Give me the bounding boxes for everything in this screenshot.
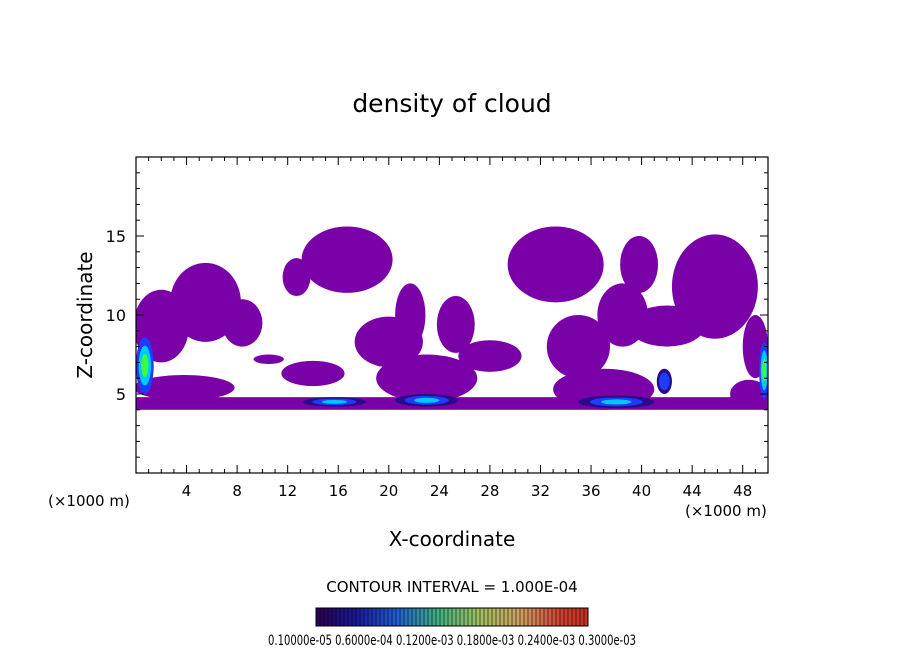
cloud-blob xyxy=(546,315,611,379)
cloud-blob xyxy=(136,375,235,401)
y-axis-label: Z-coordinate xyxy=(73,251,97,378)
x-axis-label: X-coordinate xyxy=(389,527,516,551)
intense-patch xyxy=(659,372,670,391)
intense-patch xyxy=(321,400,348,404)
x-unit-right: (×1000 m) xyxy=(685,502,767,520)
contour-interval-label: CONTOUR INTERVAL = 1.000E-04 xyxy=(326,578,577,596)
cloud-blob xyxy=(253,354,284,364)
y-tick-label: 15 xyxy=(106,227,126,246)
colorbar-stripes xyxy=(315,608,589,626)
x-tick-label: 48 xyxy=(733,482,752,500)
x-tick-label: 8 xyxy=(232,482,242,500)
x-axis-ticks: 4 8 12 16 20 24 28 32 36 40 44 48 xyxy=(148,157,756,500)
y-axis-ticks: 5 10 15 xyxy=(106,172,768,458)
cloud-blob xyxy=(281,360,345,387)
cloud-blob xyxy=(436,296,475,353)
x-tick-label: 28 xyxy=(480,482,499,500)
cloud-blob xyxy=(620,236,659,293)
cloud-blob xyxy=(221,299,263,347)
x-unit-left: (×1000 m) xyxy=(48,492,130,510)
x-tick-label: 12 xyxy=(278,482,297,500)
cloud-field xyxy=(136,226,768,410)
cloud-blob xyxy=(301,226,393,293)
intense-patches xyxy=(136,337,768,409)
x-tick-label: 24 xyxy=(430,482,449,500)
intense-patch xyxy=(762,358,767,382)
x-tick-label: 4 xyxy=(182,482,192,500)
cloud-blob xyxy=(395,283,426,347)
intense-patch xyxy=(414,397,440,403)
colorbar-labels: 0.10000e-05 0.6000e-04 0.1200e-03 0.1800… xyxy=(268,633,636,649)
cloud-blob xyxy=(458,340,522,372)
cloud-blob xyxy=(507,226,604,303)
x-tick-label: 16 xyxy=(329,482,348,500)
intense-patch xyxy=(141,354,149,377)
x-tick-label: 44 xyxy=(683,482,702,500)
chart-title: density of cloud xyxy=(352,89,551,118)
x-tick-label: 40 xyxy=(632,482,651,500)
intense-patch xyxy=(601,399,632,405)
x-tick-label: 36 xyxy=(581,482,600,500)
y-tick-label: 5 xyxy=(116,385,126,404)
x-tick-label: 32 xyxy=(531,482,550,500)
cloud-blob xyxy=(671,234,758,339)
cloud-blob xyxy=(376,354,478,402)
y-tick-label: 10 xyxy=(106,306,126,325)
x-tick-label: 20 xyxy=(379,482,398,500)
